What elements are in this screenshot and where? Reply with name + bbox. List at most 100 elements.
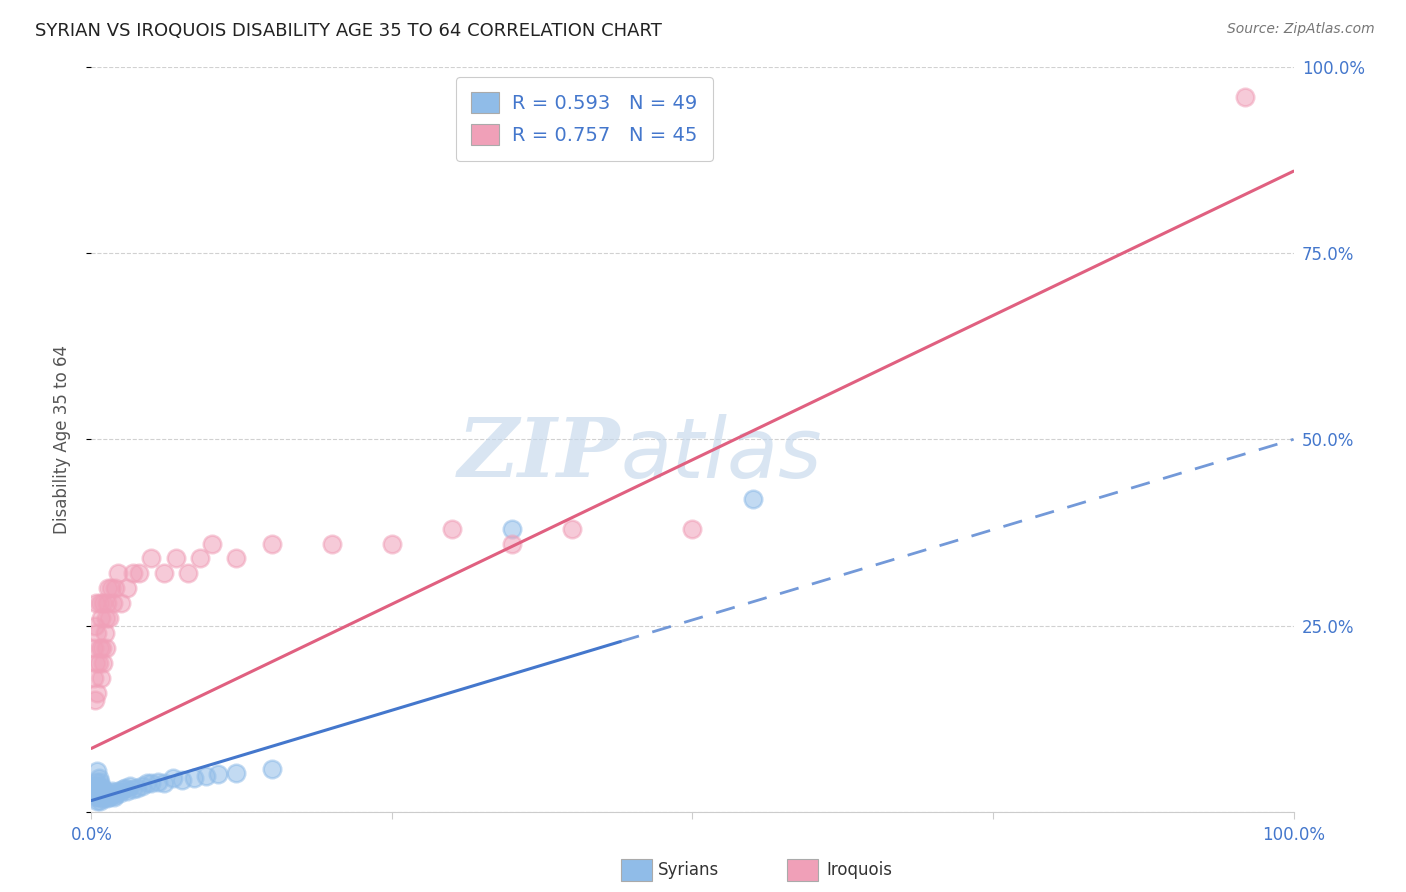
- Point: [93, 791, 115, 805]
- Point: [501, 536, 523, 550]
- Point: [91, 786, 114, 800]
- Text: Syrians: Syrians: [658, 861, 720, 879]
- Point: [87, 789, 110, 804]
- Point: [225, 766, 247, 780]
- Point: [176, 566, 198, 581]
- Point: [117, 784, 139, 798]
- Point: [90, 611, 112, 625]
- Point: [93, 626, 115, 640]
- Point: [97, 582, 120, 596]
- Point: [93, 656, 115, 670]
- Point: [87, 656, 110, 670]
- Point: [141, 776, 163, 790]
- Point: [207, 767, 229, 781]
- Point: [201, 536, 224, 550]
- Point: [84, 786, 107, 800]
- Point: [86, 786, 108, 800]
- Point: [103, 789, 125, 804]
- Text: Source: ZipAtlas.com: Source: ZipAtlas.com: [1227, 22, 1375, 37]
- Point: [89, 775, 111, 789]
- Point: [110, 596, 132, 610]
- Text: SYRIAN VS IROQUOIS DISABILITY AGE 35 TO 64 CORRELATION CHART: SYRIAN VS IROQUOIS DISABILITY AGE 35 TO …: [35, 22, 662, 40]
- Point: [101, 784, 124, 798]
- Point: [90, 779, 112, 793]
- Point: [107, 784, 129, 798]
- Point: [135, 776, 157, 790]
- Point: [104, 789, 127, 803]
- Point: [117, 582, 139, 596]
- Point: [84, 789, 107, 804]
- Point: [122, 566, 145, 581]
- Point: [101, 596, 124, 610]
- Point: [84, 656, 107, 670]
- Point: [84, 596, 107, 610]
- Point: [98, 789, 121, 804]
- Point: [90, 789, 112, 804]
- Point: [97, 786, 120, 800]
- Point: [89, 640, 111, 655]
- Text: ZIP: ZIP: [458, 414, 620, 494]
- Point: [111, 782, 134, 797]
- Point: [152, 566, 174, 581]
- Point: [93, 596, 115, 610]
- Point: [93, 786, 115, 800]
- Text: Iroquois: Iroquois: [827, 861, 893, 879]
- Point: [114, 780, 136, 795]
- Point: [260, 536, 283, 550]
- Point: [100, 789, 122, 803]
- Point: [122, 782, 145, 797]
- Point: [91, 640, 114, 655]
- Point: [100, 582, 122, 596]
- Bar: [787, 858, 818, 881]
- Point: [94, 789, 117, 803]
- Legend: R = 0.593   N = 49, R = 0.757   N = 45: R = 0.593 N = 49, R = 0.757 N = 45: [456, 77, 713, 161]
- Point: [94, 611, 117, 625]
- Point: [561, 522, 583, 536]
- Point: [194, 769, 217, 783]
- Point: [90, 671, 112, 685]
- Point: [86, 626, 108, 640]
- Point: [146, 775, 169, 789]
- Point: [84, 618, 107, 632]
- Point: [96, 596, 118, 610]
- Text: atlas: atlas: [620, 414, 823, 495]
- Point: [83, 782, 105, 797]
- Point: [101, 786, 124, 800]
- Point: [110, 786, 132, 800]
- Point: [183, 771, 205, 785]
- Point: [681, 522, 703, 536]
- Point: [225, 551, 247, 566]
- Point: [93, 782, 115, 797]
- Point: [86, 764, 108, 778]
- Point: [128, 566, 150, 581]
- Point: [96, 791, 118, 805]
- Point: [260, 762, 283, 776]
- Point: [98, 611, 121, 625]
- Point: [83, 671, 105, 685]
- Point: [125, 780, 148, 795]
- Point: [1234, 89, 1257, 103]
- Point: [131, 779, 153, 793]
- Point: [86, 793, 108, 807]
- Y-axis label: Disability Age 35 to 64: Disability Age 35 to 64: [52, 345, 70, 533]
- Point: [84, 775, 107, 789]
- Point: [104, 582, 127, 596]
- Point: [87, 771, 110, 785]
- Point: [107, 566, 129, 581]
- Point: [89, 596, 111, 610]
- Point: [381, 536, 404, 550]
- Point: [741, 491, 763, 506]
- Point: [141, 551, 163, 566]
- Point: [83, 640, 105, 655]
- Bar: [621, 858, 652, 881]
- Point: [440, 522, 463, 536]
- Point: [188, 551, 211, 566]
- Point: [84, 693, 107, 707]
- Point: [501, 522, 523, 536]
- Point: [94, 640, 117, 655]
- Point: [162, 771, 184, 785]
- Point: [170, 773, 193, 788]
- Point: [152, 776, 174, 790]
- Point: [84, 779, 107, 793]
- Point: [321, 536, 343, 550]
